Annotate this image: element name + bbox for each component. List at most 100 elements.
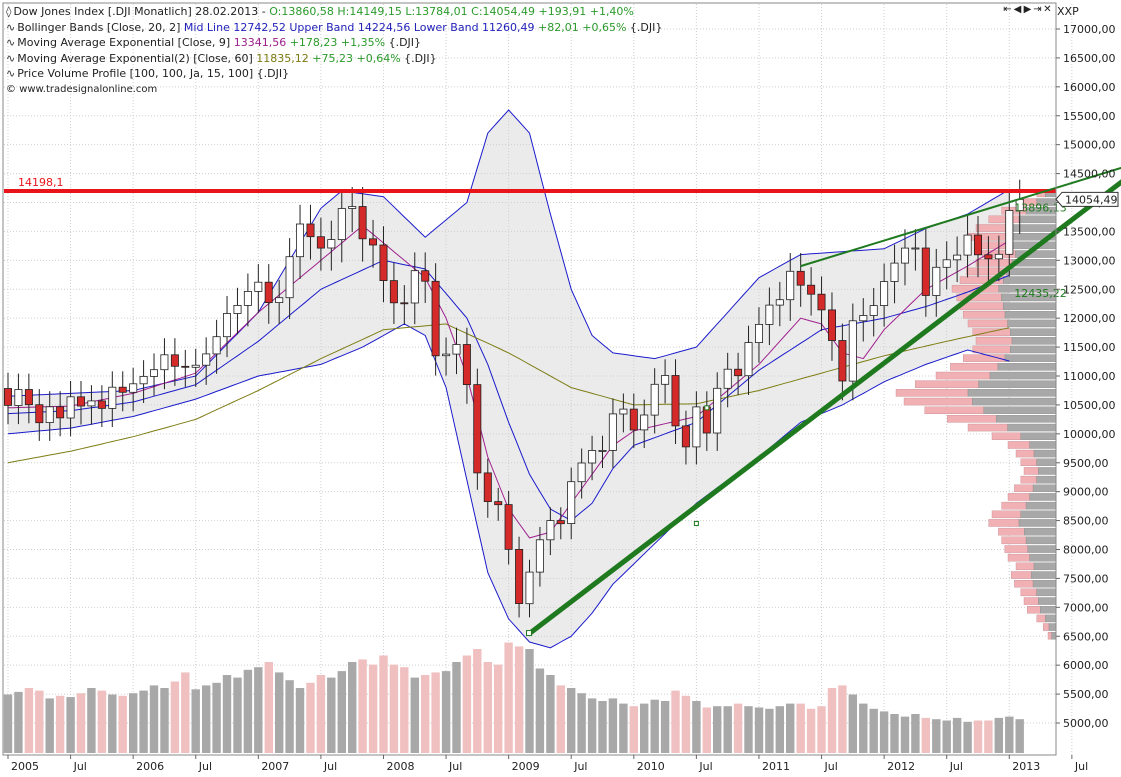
legend-row-bollinger[interactable]: ∿ Bollinger Bands [Close, 20, 2] Mid Line… (6, 20, 662, 36)
legend-bollinger-change: +82,01 +0,65% (538, 20, 627, 34)
candle-body (348, 206, 357, 209)
volume-bar (932, 719, 941, 753)
candle-body (984, 254, 993, 260)
volume-profile-bar (895, 389, 969, 397)
volume-bar (441, 671, 451, 753)
volume-profile-bar (1024, 527, 1057, 536)
candle-body (66, 396, 75, 419)
volume-bar (3, 694, 13, 753)
candle-body (963, 234, 972, 256)
candle-body (807, 284, 816, 295)
candle-body (994, 253, 1003, 260)
volume-bar (921, 717, 930, 753)
legend-ema60-name: Moving Average Exponential(2) [Close, 60… (17, 51, 257, 65)
scroll-last-icon[interactable]: ⇥ (1033, 4, 1043, 15)
volume-profile-bar (988, 519, 1020, 527)
y-tick-label: 7500,00 (1063, 572, 1109, 585)
x-tick-label: Jul (1074, 760, 1088, 773)
candle-body (723, 368, 732, 389)
candle-body (786, 270, 795, 301)
scroll-right-icon[interactable]: ▶ (1023, 4, 1033, 15)
scroll-first-icon[interactable]: ⇤ (1003, 4, 1013, 15)
trendline-upper (800, 166, 1121, 268)
candle-body (379, 244, 388, 281)
legend-bollinger-values: Mid Line 12742,52 Upper Band 14224,56 Lo… (183, 20, 539, 34)
y-tick-label: 10000,00 (1063, 428, 1116, 441)
candle-body (588, 450, 597, 464)
y-tick-label: 6000,00 (1063, 659, 1109, 672)
volume-profile-bar (972, 345, 1011, 354)
volume-profile-bar (1010, 345, 1057, 354)
volume-bar (869, 708, 878, 753)
candle-body (108, 386, 117, 409)
volume-profile-bar (1047, 632, 1052, 640)
legend-bollinger-suffix: {.DJI} (626, 20, 663, 34)
volume-profile-bar (1025, 536, 1057, 545)
legend-row-profile[interactable]: ∿ Price Volume Profile [100, 100, Ja, 15,… (6, 66, 662, 82)
volume-profile-bar (1003, 302, 1057, 310)
legend-row-ema60[interactable]: ∿ Moving Average Exponential(2) [Close, 6… (6, 51, 662, 67)
x-tick-label: Jul (824, 760, 838, 773)
volume-profile-bar (1023, 467, 1039, 475)
bollinger-lower-line (7, 323, 1010, 649)
candle-body (921, 247, 930, 296)
volume-bar (713, 706, 722, 753)
volume-bar (306, 682, 315, 753)
volume-bar (535, 668, 545, 753)
close-icon[interactable]: ✕ (1043, 4, 1053, 15)
y-tick-label: 8500,00 (1063, 515, 1109, 528)
legend-price-prefix: Dow Jones Index [.DJI Monatlich] 28.02.2… (13, 5, 270, 18)
legend-row-ema9[interactable]: ∿ Moving Average Exponential [Close, 9] 1… (6, 35, 662, 51)
volume-bar (87, 688, 96, 753)
candle-body (598, 449, 607, 452)
volume-bar (556, 685, 565, 753)
volume-profile-bar (1020, 588, 1037, 597)
scroll-left-icon[interactable]: ◀ (1013, 4, 1023, 15)
axes-layer: 5000,00 5500,00 6000,00 6500,00 7000,00 7500,… (3, 3, 1119, 773)
volume-profile-bar (1025, 501, 1057, 510)
volume-bar (421, 675, 430, 753)
volume-bar (619, 703, 628, 753)
candle-body (504, 504, 513, 550)
candle-body (222, 313, 231, 338)
candle-body (35, 404, 44, 424)
candle-body (567, 481, 576, 525)
x-tick-label: 2011 (762, 760, 790, 773)
volume-profile-bar (924, 406, 984, 415)
candle-body (796, 270, 805, 286)
candle-body (640, 414, 649, 431)
volume-profile-bar (1020, 475, 1037, 484)
volume-profile-bar (1029, 553, 1057, 562)
volume-bar (650, 699, 659, 753)
last-price-label: 14054,49 (1065, 193, 1118, 206)
candle-body (410, 270, 419, 304)
last-price-marker (1055, 191, 1119, 207)
candle-body (942, 259, 951, 268)
x-tick-label: Jul (448, 760, 462, 773)
volume-bar (984, 720, 993, 753)
candle-body (473, 384, 482, 474)
volume-bar (838, 685, 847, 753)
volume-profile-bar (1018, 215, 1057, 224)
candle-body (233, 304, 242, 314)
volume-bar (754, 707, 764, 753)
volume-bar (149, 685, 159, 753)
candle-body (462, 344, 471, 385)
volume-profile-bar (1031, 571, 1057, 579)
candle-body (869, 305, 878, 316)
candle-body (285, 256, 294, 299)
volume-profile-bar (967, 319, 1008, 328)
legend-ema9-name: Moving Average Exponential [Close, 9] (17, 36, 234, 49)
candle-body (1005, 210, 1014, 255)
volume-bar (233, 677, 242, 753)
volume-profile-bar (967, 389, 1057, 397)
legend-ema60-suffix: {.DJI} (400, 51, 437, 65)
candle-body (629, 408, 638, 431)
candle-body (181, 365, 190, 368)
x-tick-label: Jul (73, 760, 87, 773)
y-tick-label: 11500,00 (1063, 341, 1116, 354)
copyright-icon: © (6, 83, 16, 95)
candle-body (483, 472, 492, 502)
volume-profile-bar (1007, 319, 1057, 328)
